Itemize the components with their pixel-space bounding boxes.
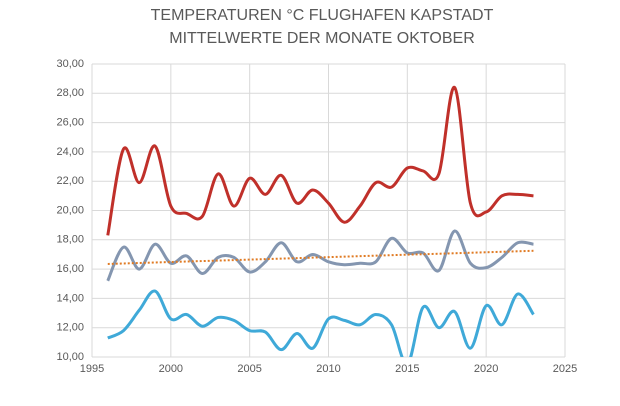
y-tick-label: 12,00 [56, 322, 84, 334]
y-tick-label: 24,00 [56, 146, 84, 158]
x-tick-label: 2010 [316, 363, 340, 375]
x-tick-label: 2005 [237, 363, 261, 375]
y-tick-label: 18,00 [56, 234, 84, 246]
y-tick-label: 30,00 [56, 58, 84, 70]
y-tick-label: 14,00 [56, 292, 84, 304]
x-tick-label: 2000 [159, 363, 183, 375]
x-tick-label: 1995 [80, 363, 104, 375]
x-tick-label: 2020 [474, 363, 498, 375]
chart-title: TEMPERATUREN °C FLUGHAFEN KAPSTADT [151, 7, 494, 24]
x-tick-label: 2025 [553, 363, 577, 375]
trend-line [107, 249, 534, 265]
y-tick-label: 10,00 [56, 351, 84, 363]
y-tick-label: 16,00 [56, 263, 84, 275]
chart-subtitle: MITTELWERTE DER MONATE OKTOBER [169, 30, 475, 47]
series-line [106, 229, 534, 282]
y-tick-label: 20,00 [56, 204, 84, 216]
y-tick-label: 26,00 [56, 117, 84, 129]
series-line [107, 289, 535, 357]
x-tick-label: 2015 [395, 363, 419, 375]
series-line [106, 85, 534, 236]
y-tick-label: 22,00 [56, 175, 84, 187]
y-tick-label: 28,00 [56, 87, 84, 99]
